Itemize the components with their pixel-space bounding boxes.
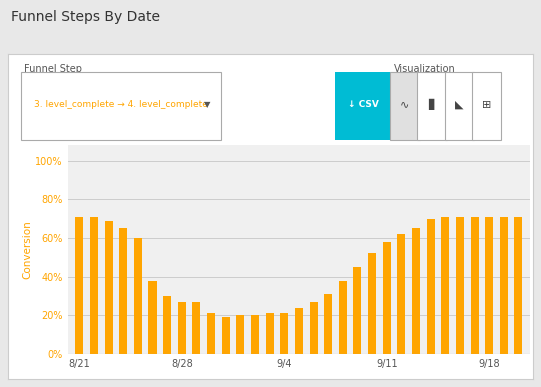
Bar [456,217,464,354]
Bar [148,281,156,354]
Bar [427,219,434,354]
FancyBboxPatch shape [472,72,502,140]
Bar [397,234,405,354]
Bar [471,217,479,354]
Bar [309,302,318,354]
Bar [178,302,186,354]
Text: ↓ CSV: ↓ CSV [348,100,379,109]
Bar [207,313,215,354]
Bar [514,217,523,354]
Bar [104,221,113,354]
Bar [441,217,450,354]
Text: Funnel Step: Funnel Step [24,64,82,74]
FancyBboxPatch shape [21,72,221,140]
Text: ⊞: ⊞ [482,99,491,110]
Bar [134,238,142,354]
Bar [163,296,171,354]
FancyBboxPatch shape [390,72,419,140]
Text: ▋: ▋ [428,99,437,110]
Bar [280,313,288,354]
Bar [382,242,391,354]
FancyBboxPatch shape [445,72,474,140]
Bar [236,315,245,354]
Bar [75,217,83,354]
Bar [485,217,493,354]
Text: 3. level_complete → 4. level_complete: 3. level_complete → 4. level_complete [35,100,208,109]
Bar [324,294,332,354]
Bar [412,228,420,354]
Y-axis label: Conversion: Conversion [23,220,32,279]
Text: Funnel Steps By Date: Funnel Steps By Date [11,10,160,24]
Bar [222,317,230,354]
Text: ◣: ◣ [455,99,464,110]
FancyBboxPatch shape [335,72,392,140]
Bar [295,308,303,354]
Text: ∿: ∿ [400,99,410,110]
Bar [339,281,347,354]
FancyBboxPatch shape [418,72,447,140]
Bar [119,228,127,354]
Text: Visualization: Visualization [394,64,456,74]
Bar [251,315,259,354]
Bar [353,267,361,354]
Text: ▼: ▼ [203,100,210,109]
Bar [90,217,98,354]
Bar [500,217,508,354]
Bar [266,313,274,354]
Bar [368,253,376,354]
Bar [193,302,201,354]
